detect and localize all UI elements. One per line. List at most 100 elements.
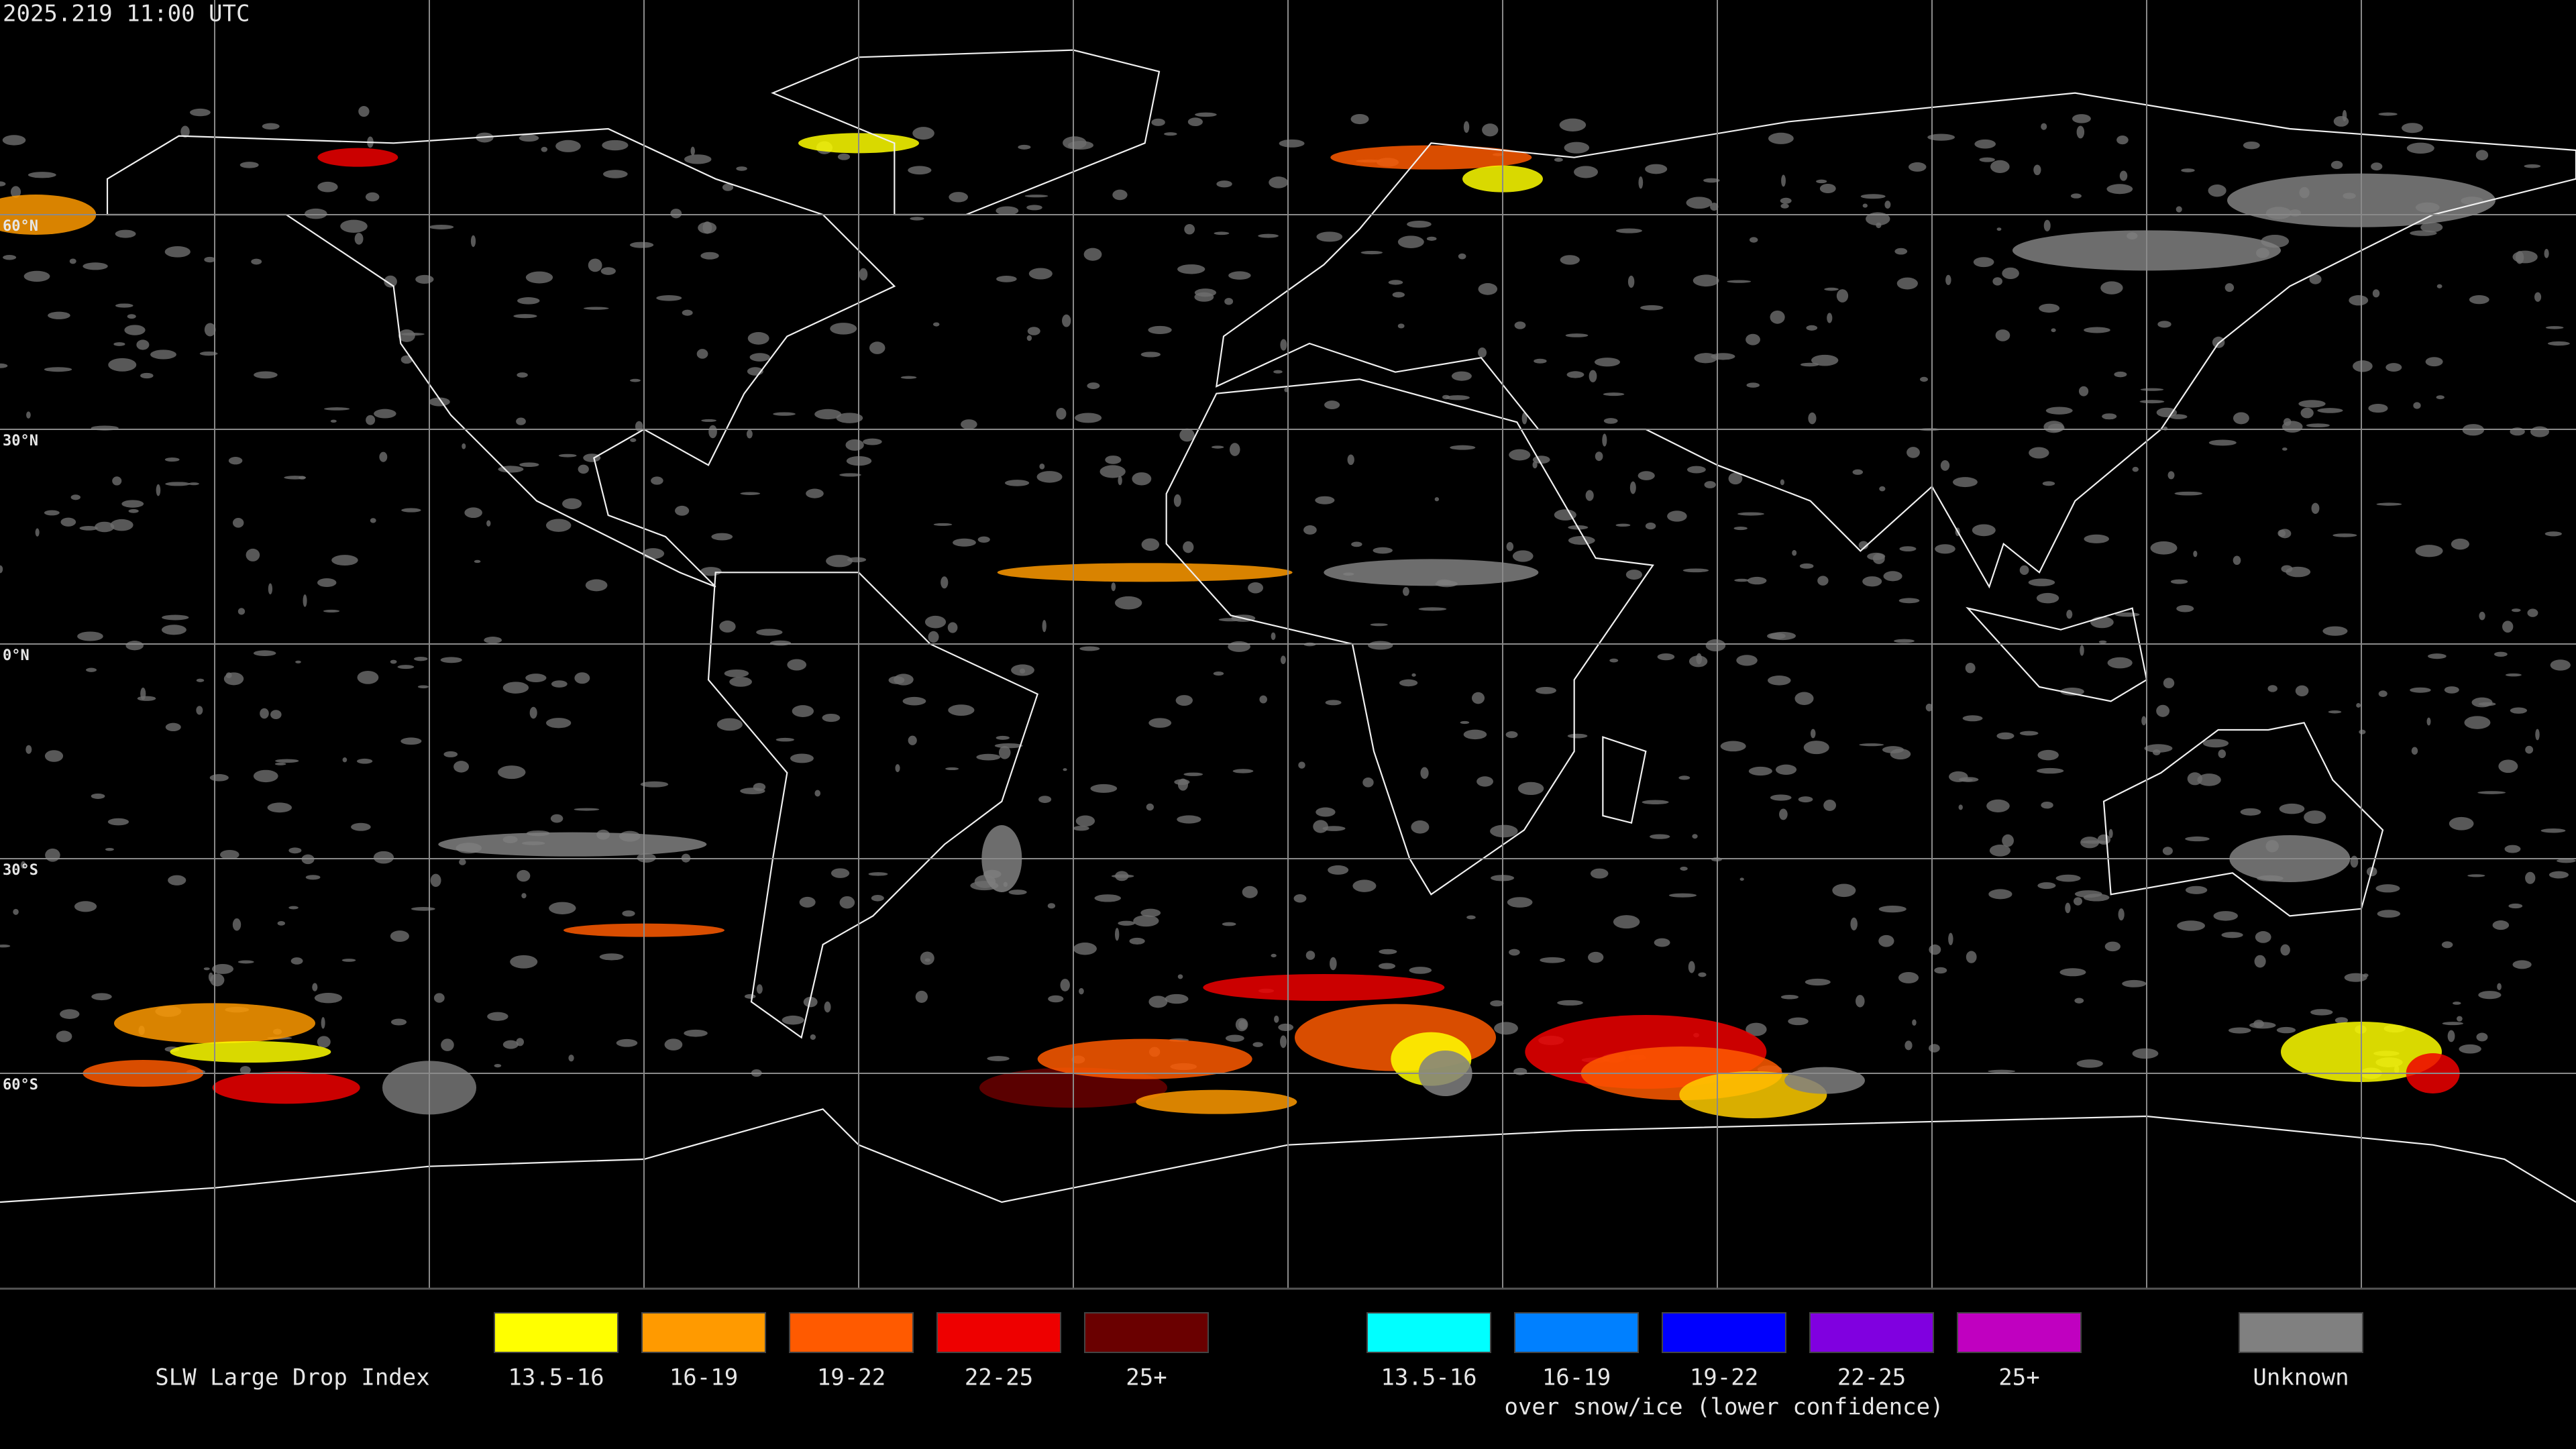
cloud-unknown	[196, 678, 205, 682]
cloud-unknown	[562, 498, 582, 509]
cloud-unknown	[1627, 275, 1635, 288]
cloud-unknown	[2202, 739, 2229, 748]
cloud-unknown	[908, 166, 932, 175]
cloud-unknown	[1781, 174, 1786, 187]
cloud-unknown	[1746, 382, 1760, 388]
cloud-unknown	[1780, 479, 1784, 486]
cloud-unknown	[1792, 549, 1797, 556]
cloud-unknown	[204, 256, 216, 263]
cloud-unknown	[1187, 117, 1203, 127]
cloud-unknown	[2413, 402, 2421, 409]
cloud-unknown	[1613, 915, 1640, 929]
latitude-label: 30°S	[3, 862, 38, 879]
cloud-unknown	[578, 464, 589, 474]
cloud-unknown	[2475, 150, 2489, 160]
cloud-unknown	[1935, 544, 1955, 554]
cloud-unknown	[2328, 710, 2342, 714]
cloud-unknown	[56, 1030, 72, 1042]
cloud-unknown	[787, 659, 807, 671]
cloud-unknown	[1799, 563, 1814, 569]
cloud-unknown	[517, 869, 531, 882]
cloud-unknown	[1039, 464, 1045, 470]
cloud-unknown	[1146, 803, 1155, 811]
cloud-unknown	[924, 958, 930, 962]
cloud-unknown	[1067, 140, 1094, 150]
cloud-unknown	[2333, 115, 2349, 127]
cloud-unknown	[773, 412, 796, 416]
cloud-unknown	[331, 555, 358, 566]
cloud-unknown	[545, 718, 572, 729]
cloud-unknown	[2139, 400, 2165, 404]
cloud-unknown	[1269, 176, 1289, 189]
cloud-unknown	[2224, 283, 2235, 292]
cloud-unknown	[219, 850, 239, 860]
cloud-unknown	[908, 735, 917, 745]
cloud-unknown	[1132, 472, 1152, 486]
cloud-unknown	[915, 990, 928, 1003]
cloud-unknown	[210, 973, 225, 987]
cloud-unknown	[1183, 772, 1203, 776]
cloud-unknown	[366, 415, 376, 425]
cloud-unknown	[1694, 353, 1718, 364]
cloud-unknown	[2426, 717, 2431, 726]
cloud-unknown	[1704, 481, 1716, 488]
cloud-unknown	[2330, 160, 2343, 170]
cloud-unknown	[2208, 439, 2237, 446]
cloud-unknown	[2019, 731, 2039, 736]
cloud-unknown	[2368, 403, 2388, 413]
cloud-unknown	[260, 708, 269, 719]
cloud-unknown	[1248, 582, 1264, 594]
cloud-unknown	[400, 332, 425, 336]
cloud-unknown	[2298, 400, 2326, 408]
cloud-unknown	[2218, 749, 2226, 759]
cloud-unknown	[2535, 729, 2540, 741]
cloud-unknown	[150, 350, 176, 360]
cloud-unknown	[558, 453, 577, 458]
cloud-unknown	[1654, 938, 1670, 947]
cloud-unknown	[2028, 578, 2055, 586]
cloud-unknown	[1564, 142, 1590, 154]
cloud-unknown	[1517, 782, 1544, 796]
cloud-unknown	[414, 656, 428, 661]
cloud-unknown	[1746, 1022, 1767, 1036]
cloud-unknown	[2039, 303, 2060, 313]
cloud-unknown	[932, 322, 940, 327]
legend-swatch	[641, 1312, 766, 1353]
coastline	[1602, 736, 1647, 824]
cloud-unknown	[340, 219, 368, 233]
cloud-unknown	[902, 696, 926, 706]
cloud-unknown	[839, 473, 861, 477]
cloud-unknown	[2378, 112, 2398, 116]
cloud-unknown	[1904, 1040, 1913, 1051]
cloud-unknown	[1720, 741, 1746, 752]
legend-title: SLW Large Drop Index	[155, 1364, 429, 1391]
cloud-unknown	[44, 750, 64, 762]
cloud-unknown	[223, 672, 244, 686]
cloud-unknown	[2406, 142, 2434, 154]
cloud-unknown	[977, 536, 990, 543]
cloud-unknown	[1079, 646, 1100, 651]
cloud-unknown	[312, 983, 318, 991]
cloud-unknown	[1862, 203, 1868, 208]
cloud-unknown	[1368, 641, 1393, 650]
cloud-unknown	[1705, 639, 1726, 652]
cloud-unknown	[86, 667, 97, 672]
cloud-unknown	[1609, 658, 1619, 663]
legend: SLW Large Drop Index 13.5-16 16-19 19-22 22-…	[155, 1312, 2363, 1421]
cloud-unknown	[161, 625, 186, 635]
cloud-unknown	[1803, 741, 1829, 755]
cloud-unknown	[719, 621, 736, 633]
cloud-unknown	[110, 519, 133, 531]
cloud-unknown	[1409, 967, 1432, 974]
cloud-unknown	[1114, 596, 1142, 610]
cloud-unknown	[744, 994, 756, 999]
cloud-unknown	[1315, 496, 1335, 504]
cloud-unknown	[441, 1038, 454, 1051]
cloud-unknown	[0, 945, 11, 948]
cloud-unknown	[845, 439, 864, 451]
cloud-unknown	[1590, 868, 1609, 879]
cloud-unknown	[2228, 1027, 2251, 1034]
cloud-unknown	[517, 372, 528, 378]
cloud-unknown	[1411, 673, 1416, 677]
